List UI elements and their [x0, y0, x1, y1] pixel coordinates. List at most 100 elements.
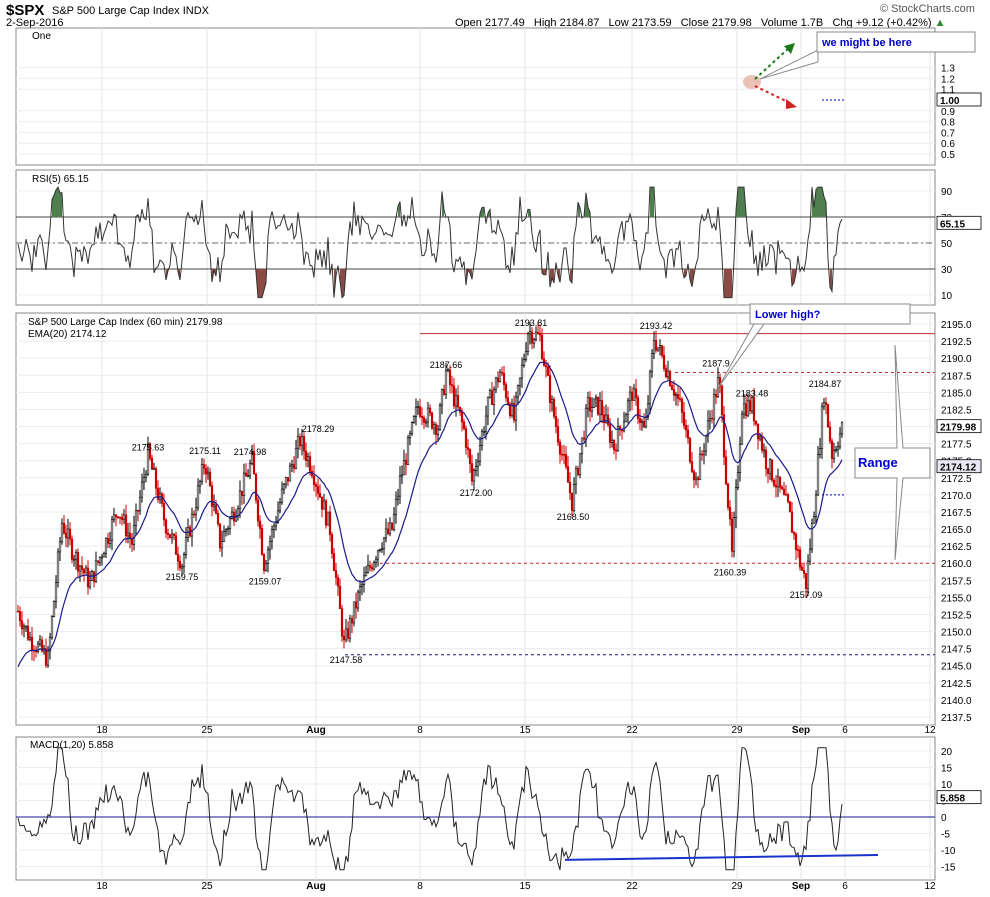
price-point-label: 2184.87: [809, 379, 842, 389]
price-tick: 2172.5: [941, 474, 972, 485]
x-tick-15-price: 15: [519, 725, 531, 736]
rsi-panel-frame: [15, 169, 936, 306]
rsi-current-value: 65.15: [940, 219, 965, 230]
we-might-text: we might be here: [821, 37, 912, 49]
range-text: Range: [858, 455, 898, 470]
grid-lines: [16, 28, 935, 880]
one-tick: 0.8: [941, 118, 955, 129]
macd-tick: 0: [941, 813, 947, 824]
one-panel-label: One: [32, 31, 51, 42]
price-tick: 2195.0: [941, 320, 972, 331]
annotation-range: Range: [854, 344, 931, 561]
price-label: S&P 500 Large Cap Index (60 min) 2179.98: [28, 317, 223, 328]
price-tick: 2170.0: [941, 491, 972, 502]
price-tick: 2155.0: [941, 593, 972, 604]
lower-high-text: Lower high?: [755, 309, 821, 321]
price-point-label: 2168.50: [557, 512, 590, 522]
panel-frames: [15, 27, 936, 881]
price-point-label: 2187.9: [702, 359, 730, 369]
price-tick: 2142.5: [941, 679, 972, 690]
x-tick-6-price: 6: [842, 725, 848, 736]
rsi-tick: 50: [941, 239, 953, 250]
x-tick-29-macd: 29: [731, 881, 743, 892]
one-current-value: 1.00: [940, 96, 960, 107]
price-point-label: 2157.09: [790, 590, 823, 600]
price-point-label: 2187.66: [430, 360, 463, 370]
price-point-label: 2172.00: [460, 488, 493, 498]
x-tick-Sep-price: Sep: [792, 725, 810, 736]
price-tick: 2152.5: [941, 610, 972, 621]
price-tick: 2162.5: [941, 542, 972, 553]
macd-1-20-line: [17, 747, 843, 871]
x-tick-Sep-macd: Sep: [792, 881, 810, 892]
price-tick: 2187.5: [941, 371, 972, 382]
price-tick: 2160.0: [941, 559, 972, 570]
price-point-label: 2147.58: [330, 655, 363, 665]
price-point-label: 2174.98: [234, 447, 267, 457]
x-tick-22-price: 22: [626, 725, 638, 736]
one-current-box: [936, 92, 982, 107]
ohlc-readout: Open 2177.49 High 2184.87 Low 2173.59 Cl…: [455, 17, 946, 29]
price-tick: 2140.0: [941, 696, 972, 707]
annotation-lower-high: Lower high?: [717, 303, 911, 389]
price-panel-frame: [15, 312, 936, 726]
ema-current-value: 2174.12: [940, 463, 977, 474]
up-arrow-head-icon: [784, 43, 795, 54]
rsi-current-box: [936, 215, 982, 230]
range-brace: [854, 344, 931, 561]
one-panel-frame: [15, 27, 936, 166]
price-tick: 2192.5: [941, 337, 972, 348]
x-tick-15-macd: 15: [519, 881, 531, 892]
price-point-label: 2159.75: [166, 572, 199, 582]
support-resistance-lines: [345, 333, 935, 656]
one-tick: 0.7: [941, 128, 955, 139]
macd-tick: -10: [941, 846, 956, 857]
y-tick-labels: 1.31.21.10.90.80.70.60.590705030102195.0…: [941, 64, 972, 874]
x-tick-12-macd: 12: [924, 881, 936, 892]
x-tick-18-macd: 18: [96, 881, 108, 892]
x-tick-6-macd: 6: [842, 881, 848, 892]
price-tick: 2145.0: [941, 662, 972, 673]
x-tick-25-price: 25: [201, 725, 213, 736]
one-tick: 0.6: [941, 139, 955, 150]
ema-20-line: [17, 361, 843, 668]
price-current-value: 2179.98: [940, 423, 977, 434]
price-current-box: [936, 419, 982, 434]
rsi-5-line: [17, 185, 843, 299]
one-tick: 1.1: [941, 85, 955, 96]
index-name: S&P 500 Large Cap Index INDX: [52, 5, 209, 17]
rsi-label: RSI(5) 65.15: [32, 174, 89, 185]
one-panel-annotation: we might be here: [743, 31, 976, 109]
macd-tick: -5: [941, 830, 950, 841]
ema-label: EMA(20) 2174.12: [28, 329, 107, 340]
price-tick: 2150.0: [941, 628, 972, 639]
lower-high-pointer: [717, 323, 765, 389]
one-tick: 1.2: [941, 74, 955, 85]
x-tick-22-macd: 22: [626, 881, 638, 892]
x-tick-12-price: 12: [924, 725, 936, 736]
price-tick: 2137.5: [941, 713, 972, 724]
macd-tick: 15: [941, 764, 953, 775]
price-point-label: 2160.39: [714, 568, 747, 578]
x-tick-25-macd: 25: [201, 881, 213, 892]
price-point-label: 2193.81: [515, 318, 548, 328]
brand: © StockCharts.com: [880, 3, 975, 15]
down-scenario-arrow: [754, 85, 793, 105]
up-scenario-arrow: [754, 46, 791, 80]
price-tick: 2190.0: [941, 354, 972, 365]
macd-support-line: [564, 853, 879, 861]
current-value-boxes: 1.00 65.15 2179.98 2174.12 5.858: [936, 92, 982, 805]
price-tick: 2147.5: [941, 645, 972, 656]
ema-current-box: [936, 459, 982, 474]
x-tick-18-price: 18: [96, 725, 108, 736]
current-position-marker: [743, 75, 761, 89]
price-point-label: 2178.29: [302, 424, 335, 434]
price-point-labels: 2175.63 2175.11 2174.98 2178.29 2159.75 2159.…: [132, 318, 842, 665]
price-point-label: 2193.42: [640, 321, 673, 331]
price-point-label: 2175.11: [189, 446, 221, 456]
macd-tick: 10: [941, 780, 953, 791]
lower-high-callout: [749, 303, 911, 325]
price-point-label: 2175.63: [132, 442, 165, 452]
we-might-callout: [816, 31, 976, 53]
